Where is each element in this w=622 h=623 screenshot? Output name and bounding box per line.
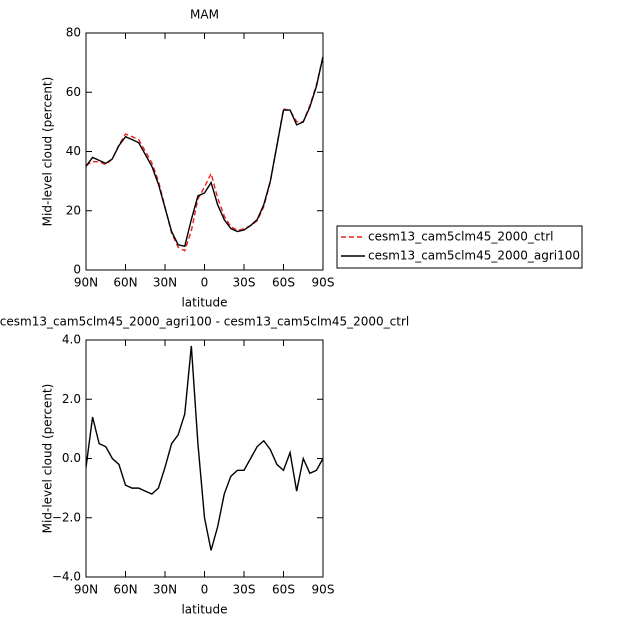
data-line	[85, 345, 324, 551]
chart-title: cesm13_cam5clm45_2000_agri100 - cesm13_c…	[0, 315, 409, 329]
x-axis-label: latitude	[181, 603, 227, 617]
x-tick-label: 90S	[312, 276, 335, 290]
x-tick-label: 30S	[233, 583, 256, 597]
x-tick-label: 90N	[74, 583, 98, 597]
x-tick-label: 0	[201, 583, 209, 597]
data-line	[85, 56, 324, 252]
chart-title: MAM	[190, 8, 219, 22]
x-tick-label: 30N	[153, 276, 177, 290]
y-tick-label: 20	[66, 203, 81, 217]
y-tick-label: 40	[66, 144, 81, 158]
plot-frame	[85, 32, 324, 271]
y-tick-label: 0	[73, 263, 81, 277]
x-tick-label: 60S	[272, 276, 295, 290]
x-tick-label: 60N	[113, 276, 137, 290]
legend-label: cesm13_cam5clm45_2000_agri100	[368, 249, 580, 263]
y-tick-label: 0.0	[62, 451, 81, 465]
y-tick-label: 2.0	[62, 392, 81, 406]
legend-box	[336, 225, 583, 269]
legend-label: cesm13_cam5clm45_2000_ctrl	[368, 230, 553, 244]
x-tick-label: 60N	[113, 583, 137, 597]
y-tick-label: 60	[66, 85, 81, 99]
y-tick-label: 80	[66, 26, 81, 40]
plot-frame	[85, 339, 324, 578]
y-tick-label: −2.0	[52, 510, 81, 524]
x-tick-label: 30N	[153, 583, 177, 597]
x-tick-label: 30S	[233, 276, 256, 290]
y-axis-label: Mid-level cloud (percent)	[41, 384, 55, 534]
x-tick-label: 90N	[74, 276, 98, 290]
y-tick-label: 4.0	[62, 333, 81, 347]
x-tick-label: 90S	[312, 583, 335, 597]
y-axis-label: Mid-level cloud (percent)	[41, 77, 55, 227]
x-tick-label: 0	[201, 276, 209, 290]
y-tick-label: −4.0	[52, 570, 81, 584]
data-line	[85, 56, 324, 248]
x-axis-label: latitude	[181, 296, 227, 310]
x-tick-label: 60S	[272, 583, 295, 597]
